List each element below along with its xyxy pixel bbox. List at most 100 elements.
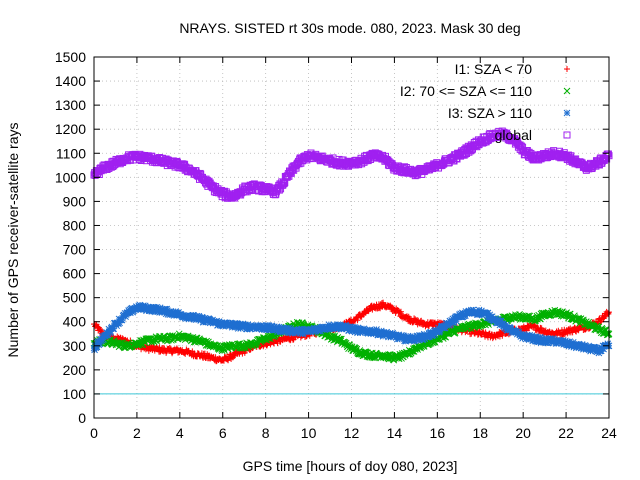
sample-point (342, 322, 350, 330)
sample-point (496, 321, 504, 329)
sample-point (280, 180, 288, 188)
sample-point (587, 347, 594, 355)
sample-point (119, 314, 126, 322)
sample-point (152, 308, 159, 316)
sample-point (429, 331, 437, 339)
y-tick-label: 1100 (56, 145, 86, 161)
sample-point (108, 163, 116, 171)
y-axis-label: Number of GPS receiver-satellite rays (5, 123, 21, 358)
x-tick-label: 6 (219, 425, 227, 441)
axis-ticks: 0 2 4 6 8 10 12 14 16 18 20 22 240100200300400500600… (55, 49, 617, 441)
y-tick-label: 200 (63, 362, 87, 378)
x-tick-label: 10 (301, 425, 317, 441)
sample-point (106, 329, 114, 337)
sample-point (299, 329, 307, 337)
sample-point (282, 328, 290, 335)
sample-point (414, 335, 422, 343)
y-tick-label: 100 (63, 386, 87, 402)
sample-point (400, 333, 408, 341)
sample-point (354, 317, 361, 324)
sample-point (453, 317, 460, 325)
sample-point (569, 329, 576, 336)
x-tick-label: 18 (472, 425, 488, 441)
x-tick-label: 0 (90, 425, 98, 441)
sample-point (450, 319, 458, 326)
sample-point (103, 329, 110, 336)
x-tick-label: 16 (430, 425, 446, 441)
sample-point (118, 316, 126, 324)
sample-point (298, 325, 306, 333)
sample-point (600, 345, 607, 353)
sample-point (603, 155, 611, 163)
sample-point (605, 331, 612, 339)
sample-point (169, 350, 176, 357)
sample-point (267, 325, 275, 332)
sample-point (389, 304, 396, 311)
x-tick-label: 2 (133, 425, 141, 441)
sample-point (346, 343, 354, 350)
sample-point (488, 313, 496, 320)
sample-point (188, 314, 196, 322)
sample-point (562, 337, 569, 345)
sample-point (436, 327, 444, 335)
x-tick-label: 12 (344, 425, 360, 441)
sample-point (232, 323, 240, 331)
sample-point (380, 299, 387, 306)
sample-point (532, 333, 540, 341)
sample-point (285, 324, 293, 332)
y-tick-label: 1000 (55, 169, 86, 185)
y-tick-label: 1500 (55, 49, 86, 65)
sample-point (91, 346, 98, 354)
sample-point (110, 325, 118, 333)
sample-point (174, 311, 181, 319)
sample-point (163, 305, 171, 313)
y-tick-label: 1200 (55, 121, 86, 137)
x-tick-label: 4 (176, 425, 184, 441)
sample-point (538, 335, 546, 342)
series-I4 (90, 127, 613, 202)
sample-point (528, 332, 536, 340)
sample-point (475, 306, 483, 314)
sample-point (445, 322, 453, 329)
sample-point (396, 309, 403, 316)
sample-point (461, 310, 469, 318)
sample-point (132, 303, 140, 310)
sample-point (213, 317, 221, 325)
sample-point (100, 336, 107, 343)
sample-point (507, 325, 515, 333)
sample-point (290, 336, 297, 343)
legend-marker (563, 87, 571, 95)
y-tick-label: 1400 (55, 73, 86, 89)
sample-point (543, 336, 550, 344)
y-tick-label: 800 (63, 217, 87, 233)
sample-point (465, 307, 473, 315)
sample-point (566, 338, 574, 345)
sample-point (517, 142, 525, 150)
sample-point (497, 317, 505, 325)
legend: I1: SZA < 70 I2: 70 <= SZA <= 110 I3: SZA … (400, 61, 571, 143)
sample-point (191, 313, 199, 321)
sample-point (501, 323, 509, 331)
y-tick-label: 700 (63, 242, 87, 258)
sample-point (252, 340, 260, 347)
legend-label: I3: SZA > 110 (448, 105, 532, 121)
sample-point (421, 335, 429, 343)
sample-point (357, 329, 364, 337)
sample-point (97, 327, 104, 334)
sample-point (409, 333, 417, 340)
sample-point (593, 322, 601, 330)
x-tick-label: 8 (262, 425, 270, 441)
sample-point (570, 343, 578, 351)
sample-point (269, 324, 277, 332)
sample-point (276, 325, 283, 332)
sample-point (604, 150, 612, 158)
sample-point (604, 340, 612, 348)
sample-point (163, 307, 171, 314)
sample-point (122, 313, 129, 321)
series-I3 (90, 301, 613, 357)
y-tick-label: 900 (63, 193, 87, 209)
sample-point (605, 310, 612, 317)
chart-title: NRAYS. SISTED rt 30s mode. 080, 2023. Ma… (179, 20, 520, 36)
legend-marker (563, 131, 571, 139)
sample-point (604, 309, 611, 316)
